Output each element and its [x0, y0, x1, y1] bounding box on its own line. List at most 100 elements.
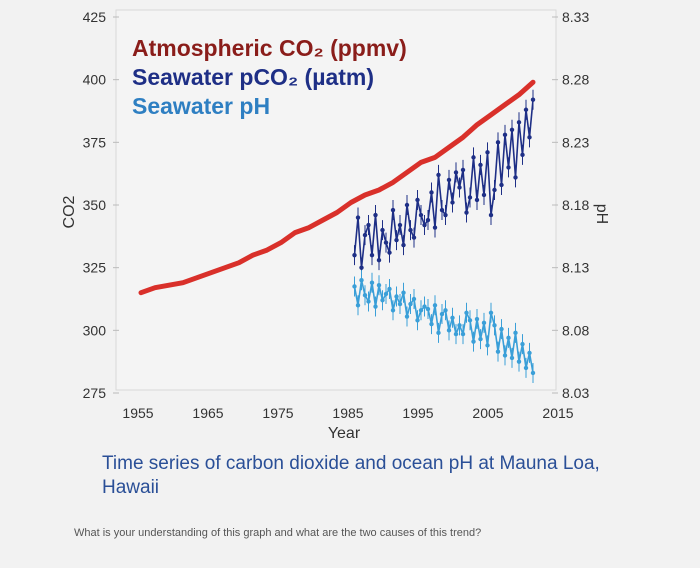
y-tick-left-label: 350 — [83, 197, 107, 213]
data-point-seawater-ph — [509, 355, 515, 361]
data-point-seawater-pco-atm — [467, 195, 473, 200]
data-point-seawater-ph — [467, 318, 473, 323]
data-point-seawater-pco-atm — [495, 140, 501, 145]
data-point-seawater-ph — [513, 330, 518, 336]
data-point-seawater-pco-atm — [464, 210, 469, 215]
data-point-seawater-ph — [432, 303, 438, 308]
x-tick-label: 1965 — [192, 405, 223, 421]
data-point-seawater-pco-atm — [352, 252, 357, 258]
series-line-atmospheric-co-ppmv — [138, 79, 536, 296]
data-point-seawater-ph — [488, 310, 494, 315]
data-point-seawater-pco-atm — [355, 215, 361, 220]
y-tick-right-label: 8.18 — [562, 197, 589, 213]
data-point-seawater-ph — [380, 298, 385, 303]
data-point-seawater-pco-atm — [404, 202, 410, 208]
data-point-seawater-ph — [411, 296, 417, 302]
data-point-seawater-ph — [429, 321, 434, 327]
x-tick-label: 2015 — [542, 405, 573, 421]
data-point-seawater-ph — [478, 336, 483, 342]
y-axis-label-right: pH — [593, 204, 610, 224]
data-point-seawater-pco-atm — [527, 135, 532, 140]
data-point-seawater-pco-atm — [411, 235, 417, 240]
data-point-seawater-ph — [436, 330, 441, 336]
data-point-seawater-pco-atm — [439, 207, 445, 213]
data-point-seawater-pco-atm — [380, 227, 385, 233]
data-point-seawater-ph — [394, 294, 399, 299]
data-point-seawater-ph — [418, 308, 424, 313]
question-text: What is your understanding of this graph… — [74, 527, 482, 539]
x-tick-label: 1995 — [402, 405, 433, 421]
data-point-seawater-pco-atm — [446, 177, 452, 183]
data-point-seawater-pco-atm — [474, 197, 480, 203]
data-point-seawater-pco-atm — [394, 237, 399, 243]
data-point-seawater-ph — [453, 331, 459, 337]
data-point-seawater-ph — [457, 323, 462, 328]
data-point-seawater-ph — [425, 306, 431, 312]
data-point-seawater-ph — [359, 278, 364, 283]
data-point-seawater-pco-atm — [359, 265, 364, 270]
data-point-seawater-pco-atm — [366, 222, 371, 228]
series-line-seawater-ph — [353, 279, 534, 374]
data-point-seawater-ph — [527, 350, 532, 356]
data-point-seawater-ph — [383, 291, 389, 297]
legend-entry: Atmospheric CO₂ (ppmv) — [132, 35, 407, 61]
data-point-seawater-ph — [376, 283, 382, 288]
data-point-seawater-pco-atm — [369, 252, 375, 258]
y-tick-right-label: 8.33 — [562, 9, 589, 25]
data-point-seawater-ph — [352, 284, 357, 289]
x-tick-label: 1975 — [262, 405, 293, 421]
legend-entry: Seawater pH — [132, 93, 270, 119]
data-point-seawater-ph — [499, 326, 504, 332]
y-tick-left-label: 425 — [83, 9, 107, 25]
y-tick-left-label: 375 — [83, 134, 107, 150]
data-point-seawater-pco-atm — [443, 212, 448, 218]
data-point-seawater-pco-atm — [506, 165, 511, 170]
data-point-seawater-ph — [401, 290, 406, 295]
y-tick-right-label: 8.13 — [562, 260, 589, 276]
y-tick-left-label: 275 — [83, 385, 107, 401]
data-point-seawater-ph — [474, 316, 480, 322]
data-point-seawater-pco-atm — [516, 120, 522, 125]
x-tick-label: 1955 — [122, 405, 153, 421]
data-point-seawater-ph — [404, 314, 410, 319]
data-point-seawater-pco-atm — [401, 242, 406, 248]
data-point-seawater-ph — [369, 280, 375, 285]
data-point-seawater-pco-atm — [530, 97, 536, 102]
data-point-seawater-pco-atm — [523, 107, 529, 112]
y-axis-label-left-text: CO2 — [61, 195, 78, 228]
data-point-seawater-ph — [366, 299, 371, 304]
y-tick-right-label: 8.08 — [562, 322, 589, 338]
data-point-seawater-pco-atm — [376, 257, 382, 263]
y-tick-right-label: 8.23 — [562, 134, 589, 150]
data-point-seawater-pco-atm — [373, 212, 378, 218]
data-point-seawater-pco-atm — [520, 152, 525, 158]
data-point-seawater-ph — [502, 353, 508, 358]
data-point-seawater-ph — [387, 286, 392, 292]
legend-entry: Seawater pCO₂ (µatm) — [132, 64, 374, 90]
data-point-seawater-pco-atm — [432, 225, 438, 230]
data-point-seawater-pco-atm — [397, 222, 403, 228]
data-point-seawater-ph — [443, 308, 448, 313]
data-point-seawater-pco-atm — [362, 232, 368, 238]
y-axis-label-right-text: pH — [593, 204, 610, 224]
data-point-seawater-ph — [464, 310, 469, 315]
data-point-seawater-pco-atm — [453, 170, 459, 175]
x-axis-label: Year — [328, 425, 361, 442]
data-point-seawater-pco-atm — [436, 172, 441, 178]
data-point-seawater-ph — [390, 308, 396, 313]
data-point-seawater-pco-atm — [415, 197, 420, 203]
data-point-seawater-pco-atm — [471, 155, 476, 160]
data-point-seawater-ph — [362, 293, 368, 298]
data-point-seawater-pco-atm — [387, 250, 392, 255]
x-tick-label: 2005 — [472, 405, 503, 421]
y-axis-label-left: CO2 — [61, 195, 78, 228]
data-point-seawater-pco-atm — [499, 182, 504, 188]
data-point-seawater-ph — [450, 315, 455, 320]
data-point-seawater-ph — [506, 335, 511, 341]
data-point-seawater-pco-atm — [418, 212, 424, 218]
data-point-seawater-ph — [422, 304, 427, 309]
data-point-seawater-pco-atm — [460, 167, 466, 173]
data-point-seawater-ph — [446, 328, 452, 333]
data-point-seawater-ph — [408, 301, 413, 307]
